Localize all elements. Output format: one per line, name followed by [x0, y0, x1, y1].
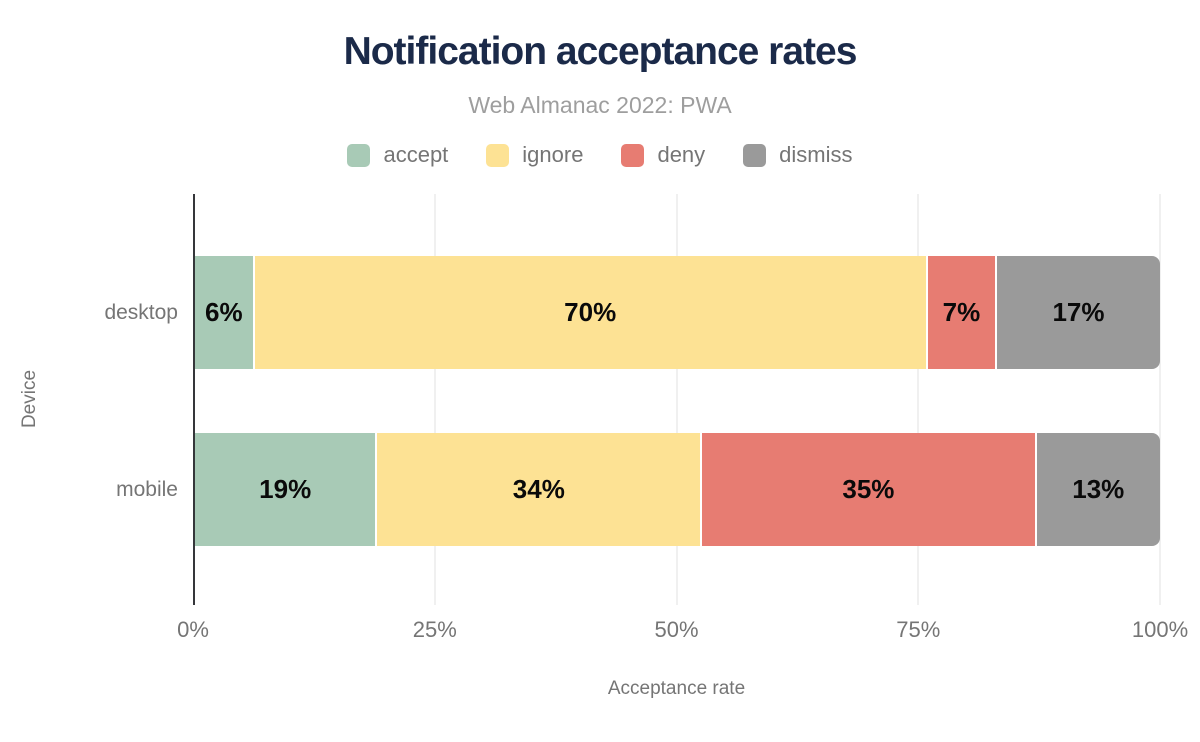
- category-label-desktop: desktop: [104, 300, 178, 324]
- legend-label: deny: [657, 142, 706, 167]
- bar-segment-mobile-ignore[interactable]: 34%: [377, 433, 701, 546]
- bar-value-label: 70%: [564, 297, 617, 327]
- bar-value-label: 34%: [512, 474, 565, 504]
- legend-swatch-icon: [743, 143, 767, 167]
- bar-row-desktop: 6% 70% 7% 17%: [195, 256, 1160, 369]
- bar-value-label: 19%: [259, 474, 312, 504]
- bar-segment-mobile-dismiss[interactable]: 13%: [1036, 433, 1160, 546]
- x-tick-label-25: 25%: [412, 617, 457, 642]
- legend-label: dismiss: [779, 142, 853, 167]
- gridline-100: [1159, 194, 1161, 605]
- bar-segment-desktop-ignore[interactable]: 70%: [254, 256, 926, 369]
- gridline-75: [917, 194, 920, 605]
- x-axis-tick-labels: 0% 25% 50% 75% 100%: [177, 617, 1188, 645]
- y-axis-line: [193, 194, 195, 605]
- legend-label: ignore: [522, 142, 584, 167]
- legend-swatch-icon: [347, 143, 371, 167]
- bar-segment-desktop-accept[interactable]: 6%: [195, 256, 253, 369]
- bar-value-label: 6%: [204, 297, 243, 327]
- bar-value-label: 17%: [1052, 297, 1105, 327]
- x-tick-label-50: 50%: [654, 617, 699, 642]
- legend: accept ignore deny dismiss: [0, 142, 1200, 168]
- y-axis-title: Device: [19, 369, 40, 429]
- plot-area: 6% 70% 7% 17% 19% 34% 35% 13%: [193, 194, 1161, 605]
- chart-title: Notification acceptance rates: [343, 30, 858, 73]
- category-label-mobile: mobile: [116, 477, 178, 501]
- x-axis-title: Acceptance rate: [607, 678, 746, 699]
- x-tick-label-100: 100%: [1131, 617, 1189, 642]
- gridline-50: [675, 194, 678, 605]
- legend-item-deny[interactable]: deny: [621, 142, 705, 168]
- legend-item-accept[interactable]: accept: [347, 142, 448, 168]
- bar-segment-desktop-deny[interactable]: 7%: [927, 256, 995, 369]
- bar-segment-mobile-accept[interactable]: 19%: [195, 433, 376, 546]
- bar-value-label: 35%: [842, 474, 895, 504]
- chart-subtitle: Web Almanac 2022: PWA: [468, 92, 732, 118]
- gridline-25: [433, 194, 436, 605]
- legend-swatch-icon: [621, 143, 645, 167]
- bar-segment-mobile-deny[interactable]: 35%: [702, 433, 1035, 546]
- legend-item-ignore[interactable]: ignore: [486, 142, 583, 168]
- bar-value-label: 7%: [942, 297, 981, 327]
- legend-item-dismiss[interactable]: dismiss: [743, 142, 853, 168]
- bar-row-mobile: 19% 34% 35% 13%: [195, 433, 1160, 546]
- bar-segment-desktop-dismiss[interactable]: 17%: [996, 256, 1160, 369]
- bar-value-label: 13%: [1072, 474, 1125, 504]
- x-tick-label-0: 0%: [177, 617, 209, 642]
- legend-label: accept: [383, 142, 449, 167]
- x-tick-label-75: 75%: [896, 617, 941, 642]
- legend-swatch-icon: [486, 143, 510, 167]
